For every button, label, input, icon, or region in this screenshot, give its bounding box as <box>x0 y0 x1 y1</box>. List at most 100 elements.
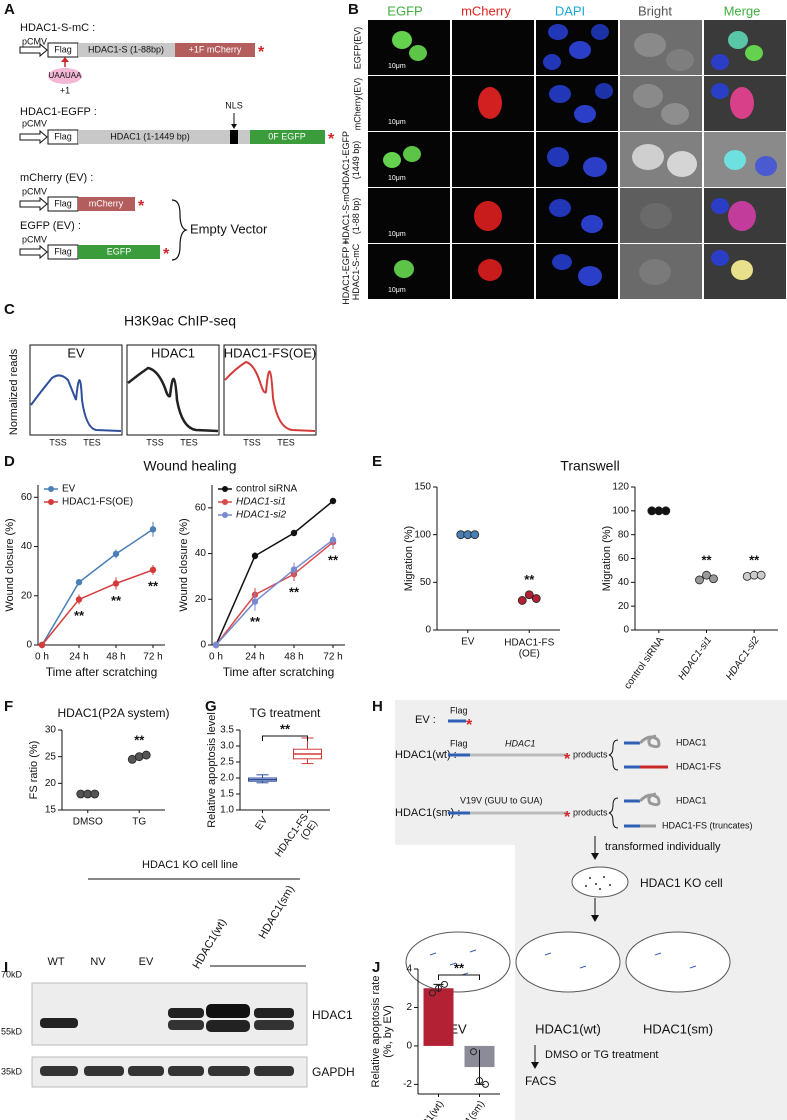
y-tick-label: 80 <box>618 529 630 540</box>
significance: ** <box>328 552 339 567</box>
x-label: TSS <box>243 437 261 447</box>
scale-bar: 10μm <box>388 175 406 182</box>
track-frame <box>126 344 220 436</box>
products: products <box>573 749 608 759</box>
y-tick-label: 0 <box>406 1041 412 1052</box>
panel-c: H3K9ac ChIP-seq Normalized reads EV HDAC… <box>8 313 317 447</box>
y-tick-label: 20 <box>618 601 630 612</box>
band <box>168 1020 204 1030</box>
dish <box>571 866 629 898</box>
track-label: HDAC1-FS(OE) <box>224 345 316 360</box>
y-tick-label: 2.0 <box>220 773 234 784</box>
x-tick-label: TG <box>132 817 146 828</box>
point <box>695 575 704 585</box>
promoter: pCMV <box>22 186 47 196</box>
panel-label: H <box>372 698 383 715</box>
row-label: HDAC1-EGFP +HDAC1-S-mC <box>341 239 361 305</box>
column-header: mCherry <box>461 3 511 18</box>
stop-codon: * <box>466 717 473 734</box>
gene: HDAC1 <box>505 738 536 748</box>
construct-name: EV : <box>415 714 436 726</box>
chart-title: HDAC1(P2A system) <box>57 706 169 720</box>
x-tick-label: HDAC1-FS(OE) <box>504 637 554 659</box>
band <box>168 1066 204 1076</box>
promoter: pCMV <box>22 234 47 244</box>
column-header: Merge <box>724 3 761 18</box>
dish-cells <box>429 949 697 976</box>
point <box>756 570 766 580</box>
scale-bars: 10μm 10μm 10μm 10μm 10μm <box>388 63 406 294</box>
y-tick-label: 40 <box>195 548 207 559</box>
y-label: Relative apoptosis level <box>206 712 218 828</box>
reporter: mCherry <box>89 198 124 208</box>
arrow-head <box>231 124 237 129</box>
readout: FACS <box>525 1074 556 1088</box>
column-header: DAPI <box>555 3 585 18</box>
x-label: TES <box>277 437 295 447</box>
y-tick-label: 60 <box>618 553 630 564</box>
flag: Flag <box>54 246 72 256</box>
band <box>84 1066 124 1076</box>
frame: +1 <box>60 85 70 95</box>
reporter: +1F mCherry <box>189 44 242 54</box>
significance: ** <box>701 553 712 568</box>
panel-label: J <box>372 959 380 976</box>
point <box>149 526 157 533</box>
series-line <box>215 539 334 646</box>
gene-box <box>78 130 250 144</box>
row-label: HDAC1-EGFP(1449 bp) <box>341 131 361 189</box>
flag: Flag <box>450 705 468 715</box>
lane-label: WT <box>47 956 64 968</box>
panel-label: E <box>372 453 382 470</box>
y-tick-label: 20 <box>195 594 207 605</box>
stop-codon: * <box>163 246 170 263</box>
gene: HDAC1 (1-1449 bp) <box>110 131 190 141</box>
bracket <box>438 974 480 980</box>
arrow-head <box>591 915 599 922</box>
flag: Flag <box>54 198 72 208</box>
band <box>254 1020 294 1030</box>
panel-label: G <box>205 698 217 715</box>
products: products <box>573 807 608 817</box>
lane-label: EV <box>139 956 154 968</box>
significance: ** <box>74 608 85 623</box>
scale-bar: 10μm <box>388 231 406 238</box>
construct-name: HDAC1(sm) : <box>395 807 460 819</box>
x-label: TSS <box>49 437 67 447</box>
image-row <box>368 20 786 75</box>
point <box>435 984 442 992</box>
column-header: EGFP <box>387 3 422 18</box>
y-tick-label: 100 <box>414 529 431 540</box>
y-label: Relative apoptosis rate(%, by EV) <box>370 976 394 1088</box>
promoter-arrow <box>19 42 48 58</box>
y-tick-label: 60 <box>21 492 33 503</box>
significance: ** <box>289 584 300 599</box>
product: HDAC1 <box>676 795 707 805</box>
point <box>709 574 718 584</box>
point <box>251 598 259 605</box>
profile-trace <box>30 374 122 432</box>
y-tick-label: 0 <box>623 625 629 636</box>
panel-label: D <box>4 453 15 470</box>
track-frame <box>29 344 123 436</box>
product: HDAC1-FS (truncates) <box>662 820 753 830</box>
dish <box>405 931 511 993</box>
x-tick-label: DMSO <box>73 817 103 828</box>
dish <box>515 931 621 993</box>
y-tick-label: 1.0 <box>220 805 234 816</box>
y-tick-label: -2 <box>403 1079 412 1090</box>
dish-label: HDAC1(wt) <box>535 1021 601 1036</box>
protein: HDAC1 <box>312 1008 353 1022</box>
y-tick-label: 1.5 <box>220 789 234 800</box>
construct-name: HDAC1(wt) : <box>395 749 457 761</box>
point <box>429 989 436 997</box>
shaded-area <box>395 700 787 1120</box>
y-label: Migration (%) <box>601 526 613 591</box>
significance: ** <box>280 721 291 736</box>
point <box>212 641 220 649</box>
series-line <box>41 528 154 646</box>
reporter-box <box>78 245 160 259</box>
point <box>476 1077 483 1085</box>
x-tick-label: 48 h <box>284 652 303 663</box>
